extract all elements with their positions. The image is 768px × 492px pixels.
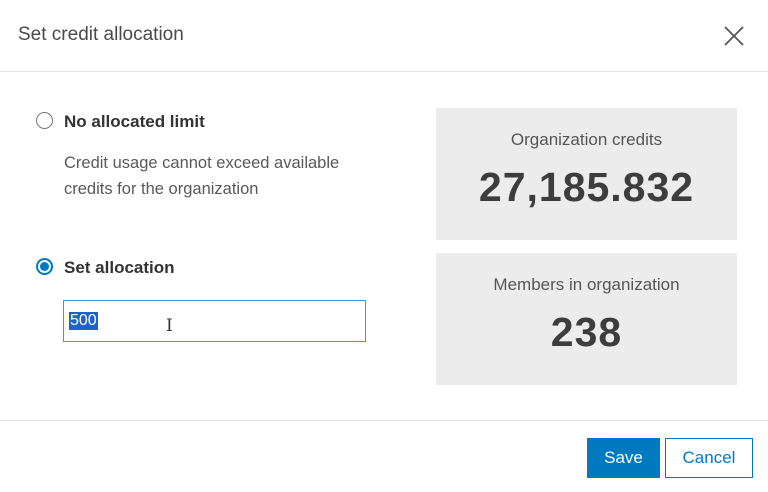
no-limit-description: Credit usage cannot exceed available cre… bbox=[64, 154, 340, 198]
dialog-footer bbox=[0, 420, 768, 421]
members-card: Members in organization 238 bbox=[436, 253, 737, 385]
no-limit-radio[interactable] bbox=[36, 112, 53, 129]
cancel-button[interactable]: Cancel bbox=[665, 438, 753, 478]
members-label: Members in organization bbox=[493, 275, 680, 294]
allocation-input[interactable]: 500 bbox=[63, 300, 366, 342]
dialog-header: Set credit allocation bbox=[0, 0, 768, 72]
no-limit-label[interactable]: No allocated limit bbox=[64, 112, 205, 131]
set-allocation-radio[interactable] bbox=[36, 258, 53, 275]
organization-credits-label: Organization credits bbox=[510, 130, 663, 149]
close-icon bbox=[724, 26, 744, 46]
close-button[interactable] bbox=[722, 24, 746, 48]
organization-credits-card: Organization credits 27,185.832 bbox=[436, 108, 737, 240]
save-button[interactable]: Save bbox=[587, 438, 660, 478]
organization-credits-value: 27,185.832 bbox=[478, 164, 695, 210]
members-value: 238 bbox=[550, 309, 623, 355]
dialog-title: Set credit allocation bbox=[18, 24, 184, 45]
allocation-input-value: 500 bbox=[69, 312, 98, 330]
set-allocation-label[interactable]: Set allocation bbox=[64, 258, 175, 277]
text-cursor-icon: I bbox=[166, 316, 173, 336]
